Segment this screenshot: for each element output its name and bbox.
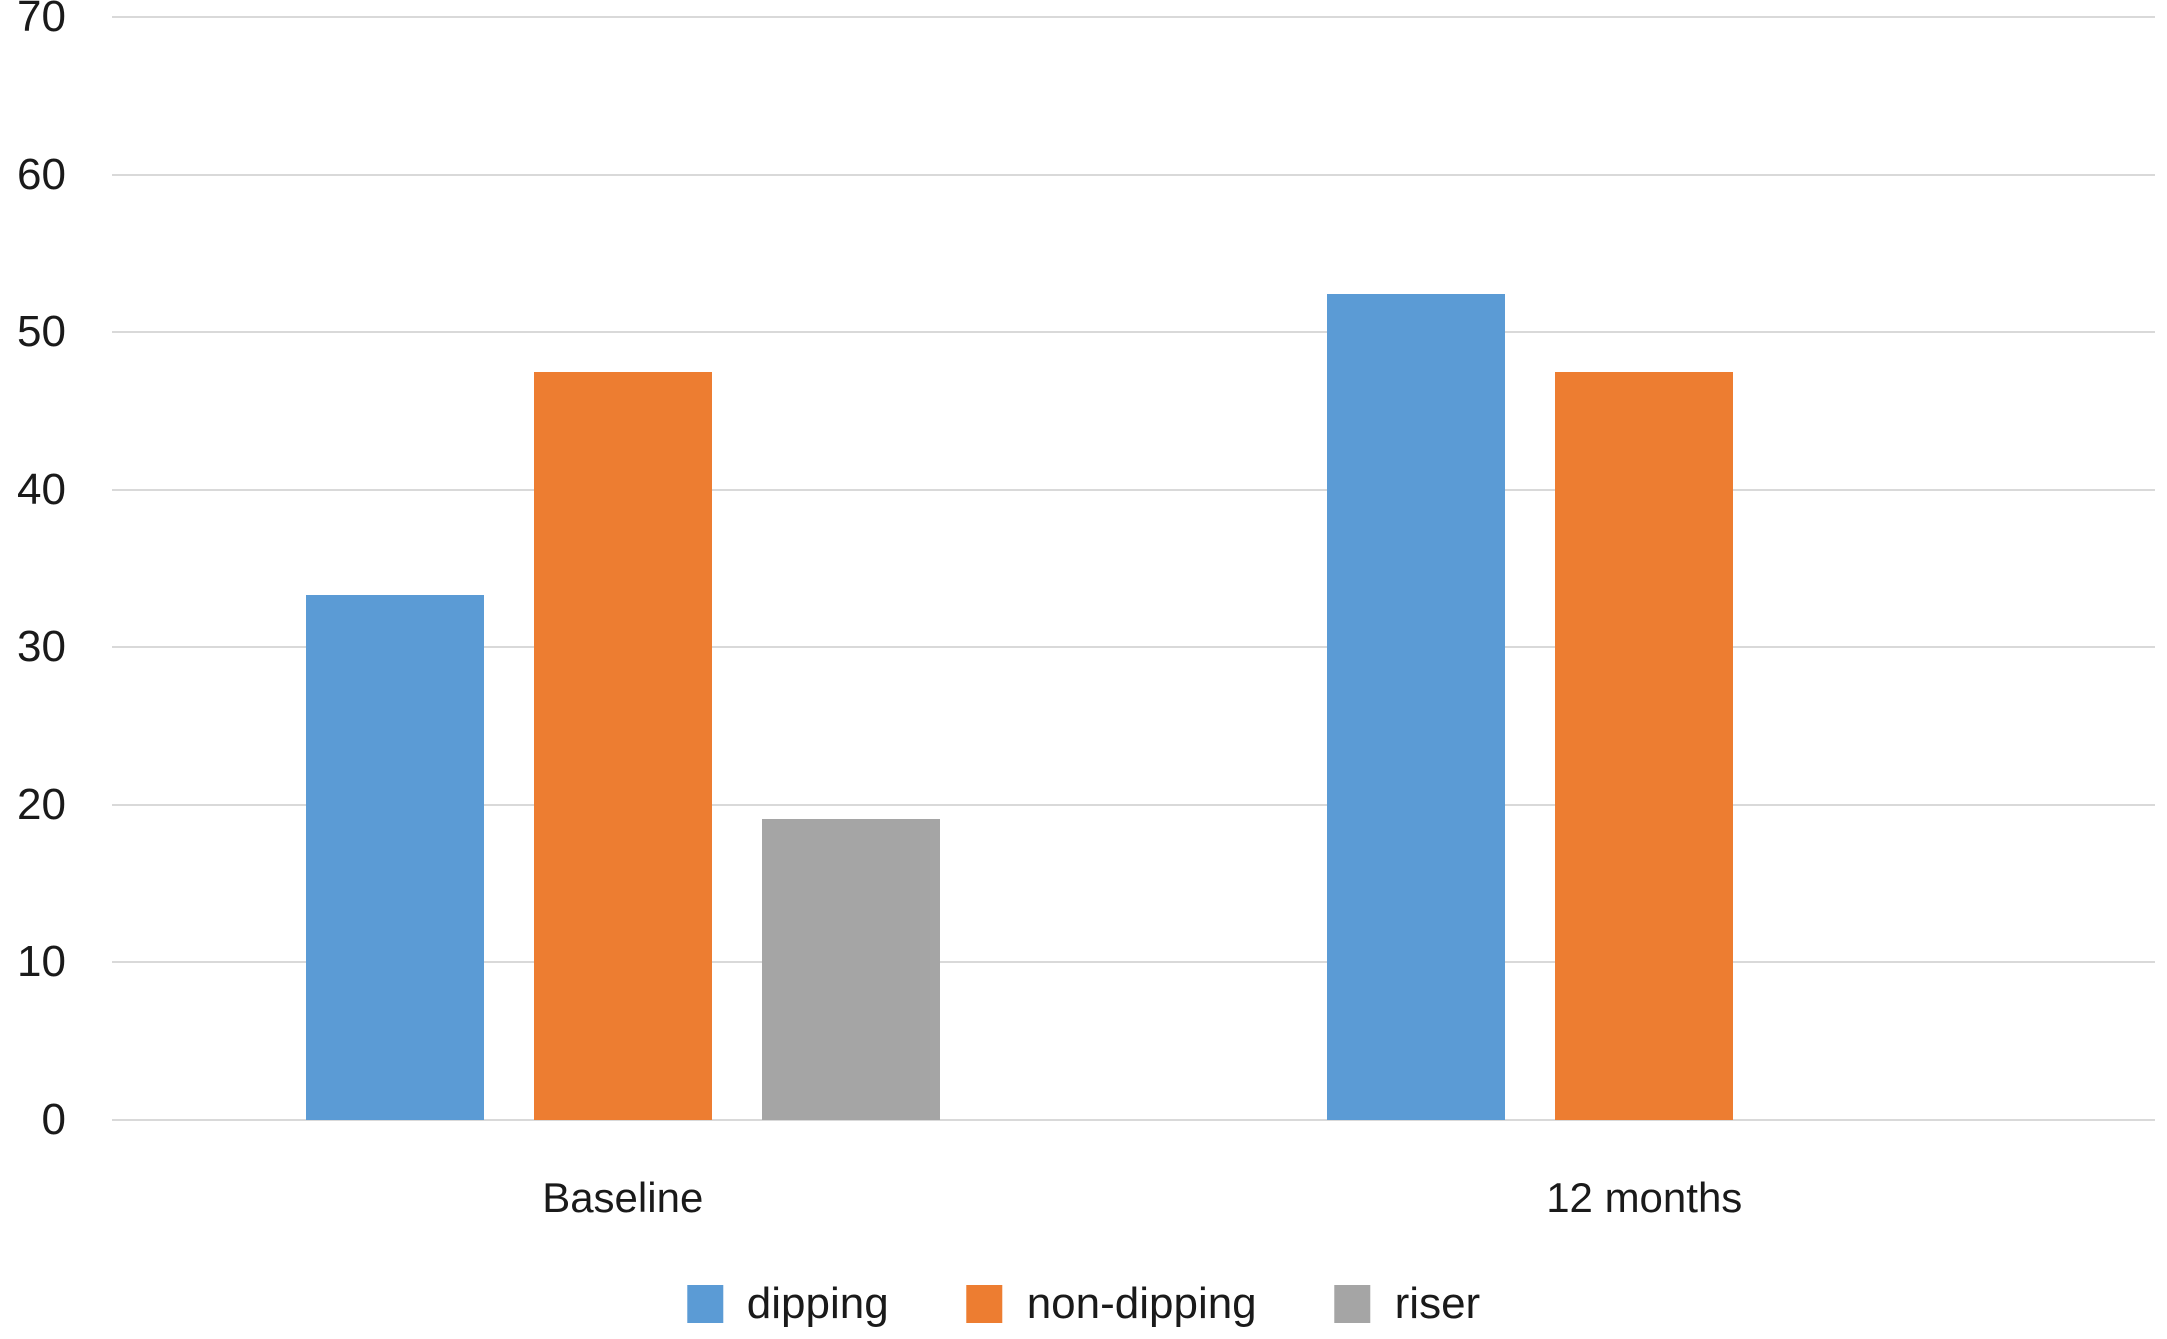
legend-item-non-dipping: non-dipping — [966, 1279, 1257, 1328]
gridline — [112, 1119, 2155, 1121]
gridline — [112, 961, 2155, 964]
bar-riser-baseline — [761, 819, 940, 1120]
legend-label: riser — [1394, 1279, 1481, 1328]
legend-label: dipping — [746, 1279, 889, 1328]
y-axis-tick-label: 50 — [17, 307, 66, 357]
bar-dipping-12-months — [1327, 294, 1506, 1120]
y-axis-tick-label: 10 — [17, 937, 66, 987]
gridline — [112, 16, 2155, 18]
legend-swatch-icon — [1334, 1285, 1371, 1323]
bar-non-dipping-12-months — [1555, 371, 1734, 1120]
legend-swatch-icon — [686, 1285, 723, 1323]
legend-item-riser: riser — [1334, 1279, 1481, 1328]
y-axis-tick-label: 20 — [17, 779, 66, 829]
legend-item-dipping: dipping — [686, 1279, 889, 1328]
gridline — [112, 646, 2155, 649]
x-axis-category-label: 12 months — [1546, 1174, 1743, 1221]
gridline — [112, 488, 2155, 491]
y-axis-tick-label: 60 — [17, 149, 66, 199]
bar-non-dipping-baseline — [533, 371, 712, 1120]
legend-swatch-icon — [966, 1285, 1003, 1323]
legend: dipping non-dipping riser — [686, 1279, 1481, 1328]
y-axis-tick-label: 70 — [17, 0, 66, 41]
x-axis-category-label: Baseline — [542, 1174, 704, 1221]
legend-label: non-dipping — [1026, 1279, 1257, 1328]
gridline — [112, 173, 2155, 176]
y-axis-tick-label: 30 — [17, 622, 66, 672]
gridline — [112, 331, 2155, 334]
y-axis-tick-label: 40 — [17, 464, 66, 514]
bar-dipping-baseline — [305, 595, 484, 1120]
y-axis-tick-label: 0 — [41, 1095, 66, 1144]
gridline — [112, 803, 2155, 806]
